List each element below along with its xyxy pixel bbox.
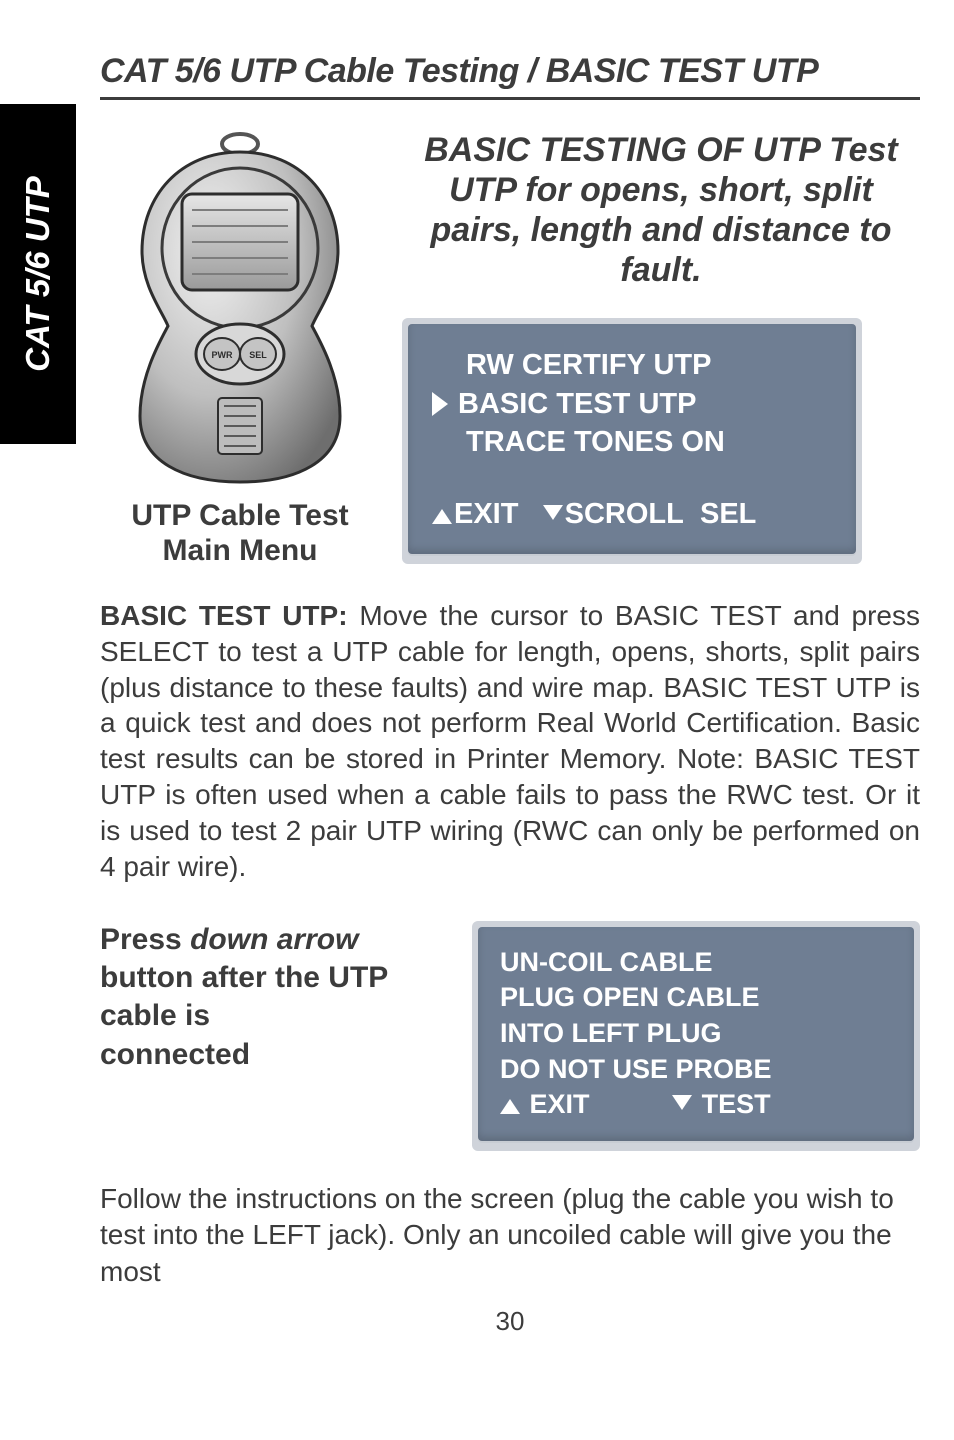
hero-heading: BASIC TESTING OF UTP Test UTP for opens,… [402, 130, 920, 290]
lcd-line-3: INTO LEFT PLUG [500, 1016, 892, 1052]
menu-footer: EXIT SCROLL SEL [432, 495, 832, 533]
side-tab: CAT 5/6 UTP [0, 104, 76, 444]
lcd-line-4: DO NOT USE PROBE [500, 1052, 892, 1088]
lcd-instruction: UN-COIL CABLE PLUG OPEN CABLE INTO LEFT … [472, 921, 920, 1151]
lcd-main-menu: RW CERTIFY UTP BASIC TEST UTP TRACE TONE… [402, 318, 862, 563]
menu-item-rw-certify: RW CERTIFY UTP [466, 346, 832, 384]
page-title: CAT 5/6 UTP Cable Testing / BASIC TEST U… [100, 52, 920, 100]
press-instruction: Press down arrow button after the UTP ca… [100, 921, 440, 1075]
svg-text:PWR: PWR [212, 350, 233, 360]
up-arrow-icon [432, 509, 452, 524]
device-illustration: PWR SEL [110, 126, 370, 486]
side-tab-label: CAT 5/6 UTP [19, 176, 57, 372]
lcd-line-2: PLUG OPEN CABLE [500, 980, 892, 1016]
body-paragraph: BASIC TEST UTP: Move the cursor to BASIC… [100, 598, 920, 885]
menu-item-trace-tones: TRACE TONES ON [466, 423, 832, 461]
up-arrow-icon [500, 1099, 520, 1114]
down-arrow-icon [672, 1095, 692, 1110]
followup-paragraph: Follow the instructions on the screen (p… [100, 1181, 920, 1290]
device-caption: UTP Cable Test Main Menu [100, 499, 380, 568]
cursor-icon [432, 392, 448, 416]
svg-text:SEL: SEL [249, 350, 267, 360]
page-number: 30 [100, 1306, 920, 1337]
lcd-footer: EXIT TEST [500, 1087, 892, 1123]
down-arrow-icon [543, 505, 563, 520]
menu-item-basic-test: BASIC TEST UTP [458, 385, 696, 423]
lcd-line-1: UN-COIL CABLE [500, 945, 892, 981]
